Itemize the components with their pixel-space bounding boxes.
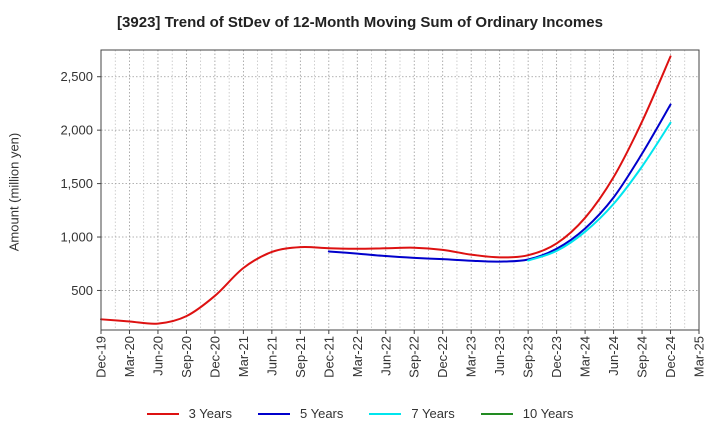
- legend-label: 10 Years: [522, 406, 574, 421]
- x-tick-label: Dec-19: [94, 336, 109, 378]
- legend-item: 7 Years: [369, 406, 455, 421]
- legend-swatch: [146, 412, 179, 415]
- x-tick-label: Dec-22: [435, 336, 450, 378]
- x-tick-label: Sep-20: [179, 336, 194, 378]
- x-tick-label: Sep-22: [407, 336, 422, 378]
- legend-item: 5 Years: [258, 406, 343, 421]
- series-line-7-years: [527, 121, 672, 262]
- x-tick-label: Mar-23: [464, 336, 479, 377]
- y-tick-label: 1,000: [60, 230, 93, 245]
- x-tick-label: Dec-20: [207, 336, 222, 378]
- legend-swatch: [369, 412, 402, 415]
- x-tick-label: Mar-24: [578, 336, 593, 377]
- x-tick-label: Sep-21: [293, 336, 308, 378]
- legend-label: 3 Years: [188, 406, 232, 421]
- legend: 3 Years 5 Years 7 Years 10 Years: [0, 406, 720, 421]
- legend-label: 7 Years: [411, 406, 455, 421]
- grid-lines: [100, 50, 700, 330]
- x-tick-label: Jun-21: [264, 336, 279, 376]
- x-tick-label: Dec-24: [663, 336, 678, 378]
- x-tick-label: Sep-24: [635, 336, 650, 378]
- y-tick-label: 500: [71, 283, 93, 298]
- series-line-3-years: [100, 55, 672, 325]
- axes: [97, 49, 700, 334]
- x-tick-label: Jun-20: [150, 336, 165, 376]
- x-tick-label: Dec-21: [321, 336, 336, 378]
- tick-labels: 500 1,000 1,500 2,000 2,500 Dec-19 Mar-20 Jun-2…: [60, 69, 706, 378]
- x-tick-label: Mar-22: [350, 336, 365, 377]
- series-line-5-years: [327, 103, 672, 263]
- y-axis-label: Amount (million yen): [6, 132, 22, 252]
- y-tick-label: 1,500: [60, 176, 93, 191]
- legend-swatch: [258, 412, 290, 415]
- legend-item: 10 Years: [480, 406, 574, 421]
- series-lines: [100, 55, 672, 325]
- plot-frame: [100, 49, 700, 331]
- x-tick-label: Jun-23: [492, 336, 507, 376]
- legend-label: 5 Years: [300, 406, 344, 421]
- legend-swatch: [480, 412, 513, 415]
- x-tick-label: Jun-22: [378, 336, 393, 376]
- x-tick-label: Mar-21: [236, 336, 251, 377]
- y-tick-label: 2,500: [60, 69, 93, 84]
- x-tick-label: Sep-23: [521, 336, 536, 378]
- chart-title: [3923] Trend of StDev of 12-Month Moving…: [117, 14, 603, 31]
- legend-item: 3 Years: [146, 406, 232, 421]
- y-tick-label: 2,000: [60, 123, 93, 138]
- x-tick-label: Dec-23: [549, 336, 564, 378]
- x-tick-label: Jun-24: [606, 336, 621, 376]
- x-tick-label: Mar-25: [692, 336, 707, 377]
- x-tick-label: Mar-20: [122, 336, 137, 377]
